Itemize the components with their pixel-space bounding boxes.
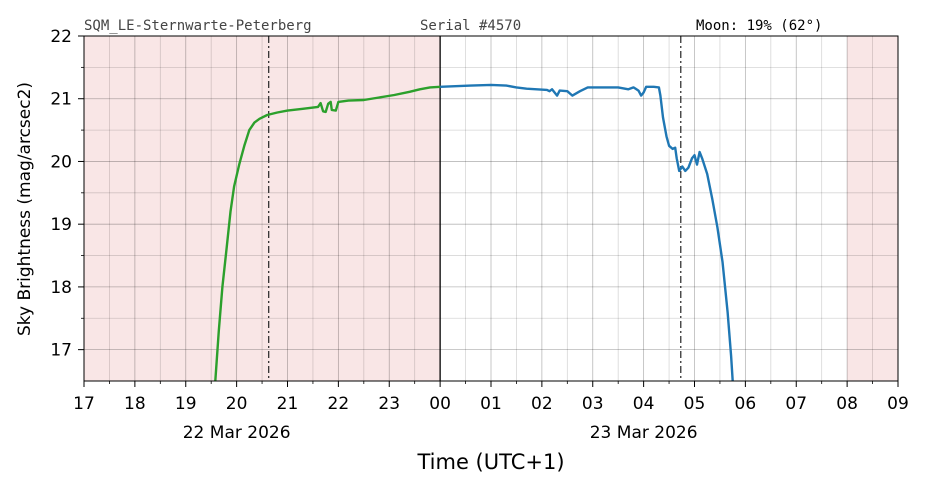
x-tick-label: 07 <box>785 394 807 414</box>
x-tick-label: 20 <box>226 394 248 414</box>
x-axis-label: Time (UTC+1) <box>416 450 564 474</box>
shaded-region <box>84 36 441 381</box>
y-tick-label: 22 <box>50 27 72 47</box>
x-tick-label: 21 <box>277 394 299 414</box>
y-tick-label: 21 <box>50 90 72 110</box>
x-tick-label: 06 <box>735 394 757 414</box>
y-tick-label: 19 <box>50 215 72 235</box>
shaded-regions <box>84 36 898 381</box>
y-axis-ticks: 17 18 19 20 21 22 <box>50 27 84 361</box>
x-tick-label: 00 <box>429 394 451 414</box>
date-labels: 22 Mar 2026 23 Mar 2026 <box>183 423 698 443</box>
date-label: 23 Mar 2026 <box>590 423 698 443</box>
x-tick-label: 03 <box>582 394 604 414</box>
moon-info: Moon: 19% (62°) <box>696 18 822 34</box>
x-tick-label: 01 <box>480 394 502 414</box>
serial-number: Serial #4570 <box>420 18 521 34</box>
series-line-1 <box>214 85 441 382</box>
y-axis-label: Sky Brightness (mag/arcsec2) <box>15 82 35 336</box>
x-tick-label: 08 <box>836 394 858 414</box>
x-tick-label: 05 <box>684 394 706 414</box>
y-tick-label: 17 <box>50 341 72 361</box>
x-tick-label: 22 <box>328 394 350 414</box>
x-tick-label: 04 <box>633 394 655 414</box>
x-tick-label: 19 <box>175 394 197 414</box>
y-tick-label: 20 <box>50 152 72 172</box>
series-line-2 <box>440 83 734 382</box>
y-tick-label: 18 <box>50 278 72 298</box>
shaded-region <box>847 36 898 381</box>
x-tick-label: 09 <box>887 394 909 414</box>
x-axis-ticks: 17 18 19 20 21 22 23 00 01 02 03 04 05 06 07 08 09 <box>73 381 909 414</box>
reference-lines <box>268 36 682 381</box>
date-label: 22 Mar 2026 <box>183 423 291 443</box>
x-tick-label: 23 <box>378 394 400 414</box>
x-tick-label: 02 <box>531 394 553 414</box>
x-tick-label: 18 <box>124 394 146 414</box>
data-series <box>214 83 734 382</box>
station-name: SQM_LE-Sternwarte-Peterberg <box>84 18 312 34</box>
x-tick-label: 17 <box>73 394 95 414</box>
